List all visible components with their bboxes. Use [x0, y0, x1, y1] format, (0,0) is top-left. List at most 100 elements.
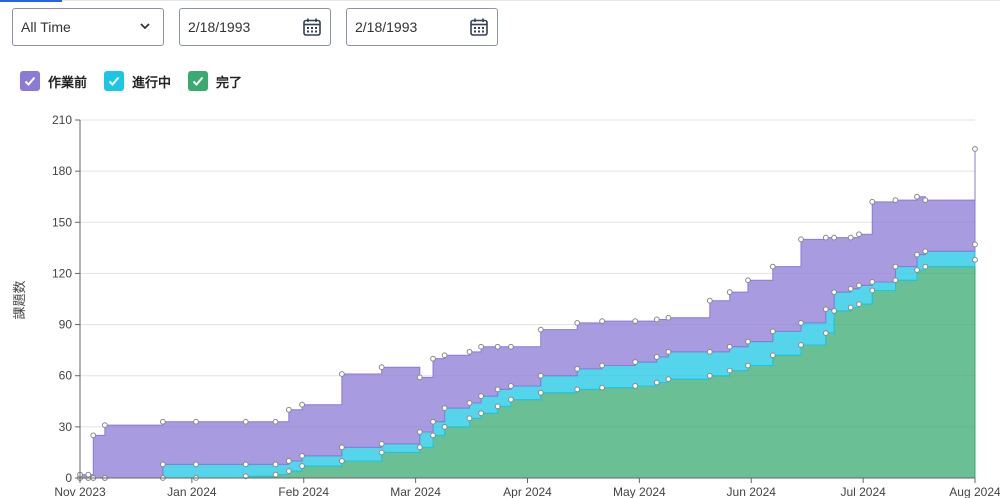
data-point[interactable]	[338, 371, 345, 377]
data-point[interactable]	[822, 234, 829, 241]
data-point[interactable]	[745, 362, 751, 369]
data-point[interactable]	[299, 452, 305, 459]
data-point[interactable]	[847, 234, 854, 241]
data-point[interactable]	[706, 348, 713, 355]
data-point[interactable]	[430, 432, 436, 439]
data-point[interactable]	[706, 297, 713, 304]
data-point[interactable]	[914, 251, 920, 258]
data-point[interactable]	[416, 444, 423, 451]
data-point[interactable]	[745, 338, 751, 345]
data-point[interactable]	[847, 304, 854, 311]
data-point[interactable]	[798, 319, 804, 326]
data-point[interactable]	[272, 461, 279, 468]
data-point[interactable]	[416, 374, 423, 381]
data-point[interactable]	[798, 342, 804, 348]
data-point[interactable]	[653, 379, 660, 386]
data-point[interactable]	[508, 383, 514, 389]
data-point[interactable]	[272, 418, 279, 425]
data-point[interactable]	[285, 468, 292, 475]
data-point[interactable]	[745, 277, 751, 284]
start-date-field[interactable]: 2/18/1993	[179, 8, 331, 46]
legend-todo-toggle[interactable]: 作業前	[20, 70, 87, 92]
data-point[interactable]	[653, 354, 660, 360]
data-point[interactable]	[441, 352, 448, 359]
data-point[interactable]	[665, 376, 672, 383]
data-point[interactable]	[299, 463, 305, 469]
data-point[interactable]	[847, 285, 854, 292]
data-point[interactable]	[494, 343, 501, 350]
data-point[interactable]	[574, 319, 581, 326]
data-point[interactable]	[441, 405, 448, 412]
data-point[interactable]	[574, 365, 581, 372]
data-point[interactable]	[869, 198, 876, 205]
data-point[interactable]	[242, 461, 249, 468]
data-point[interactable]	[378, 364, 385, 371]
data-point[interactable]	[892, 277, 899, 284]
data-point[interactable]	[159, 418, 166, 425]
data-point[interactable]	[856, 301, 862, 308]
data-point[interactable]	[537, 326, 544, 333]
data-point[interactable]	[922, 248, 929, 255]
data-point[interactable]	[430, 355, 436, 362]
data-point[interactable]	[831, 234, 838, 241]
data-point[interactable]	[537, 389, 544, 396]
data-point[interactable]	[599, 384, 605, 391]
data-point[interactable]	[466, 348, 473, 355]
data-point[interactable]	[537, 372, 544, 379]
data-point[interactable]	[378, 441, 385, 447]
data-point[interactable]	[159, 461, 166, 468]
data-point[interactable]	[922, 197, 929, 204]
data-point[interactable]	[972, 241, 978, 248]
data-point[interactable]	[599, 362, 605, 369]
data-point[interactable]	[769, 328, 776, 335]
data-point[interactable]	[508, 396, 514, 403]
period-select[interactable]: All Time	[12, 8, 164, 46]
data-point[interactable]	[726, 289, 733, 296]
data-point[interactable]	[653, 316, 660, 323]
data-point[interactable]	[508, 343, 514, 350]
data-point[interactable]	[972, 256, 978, 263]
data-point[interactable]	[466, 415, 473, 422]
data-point[interactable]	[869, 279, 876, 285]
data-point[interactable]	[769, 352, 776, 359]
data-point[interactable]	[922, 263, 929, 270]
data-point[interactable]	[478, 343, 484, 350]
data-point[interactable]	[242, 473, 249, 480]
data-point[interactable]	[338, 458, 345, 464]
data-point[interactable]	[914, 193, 920, 200]
legend-done-toggle[interactable]: 完了	[188, 70, 242, 92]
data-point[interactable]	[574, 386, 581, 393]
data-point[interactable]	[494, 386, 501, 393]
data-point[interactable]	[769, 263, 776, 270]
calendar-icon[interactable]	[302, 17, 322, 37]
data-point[interactable]	[285, 406, 292, 413]
data-point[interactable]	[466, 400, 473, 406]
legend-inprogress-toggle[interactable]: 進行中	[104, 70, 171, 92]
data-point[interactable]	[285, 458, 292, 464]
data-point[interactable]	[726, 367, 733, 374]
data-point[interactable]	[632, 383, 639, 389]
data-point[interactable]	[338, 444, 345, 451]
data-point[interactable]	[892, 197, 899, 204]
data-point[interactable]	[914, 267, 920, 273]
data-point[interactable]	[430, 418, 436, 425]
data-point[interactable]	[869, 287, 876, 294]
data-point[interactable]	[632, 359, 639, 365]
data-point[interactable]	[632, 318, 639, 325]
data-point[interactable]	[441, 423, 448, 430]
data-point[interactable]	[822, 306, 829, 313]
data-point[interactable]	[822, 330, 829, 336]
data-point[interactable]	[101, 422, 108, 429]
data-point[interactable]	[242, 418, 249, 425]
calendar-icon[interactable]	[469, 17, 489, 37]
data-point[interactable]	[478, 410, 484, 417]
data-point[interactable]	[665, 348, 672, 355]
data-point[interactable]	[856, 282, 862, 289]
data-point[interactable]	[378, 449, 385, 456]
data-point[interactable]	[798, 236, 804, 243]
data-point[interactable]	[972, 146, 978, 152]
data-point[interactable]	[90, 432, 97, 439]
data-point[interactable]	[85, 471, 92, 478]
data-point[interactable]	[494, 403, 501, 410]
data-point[interactable]	[726, 343, 733, 350]
